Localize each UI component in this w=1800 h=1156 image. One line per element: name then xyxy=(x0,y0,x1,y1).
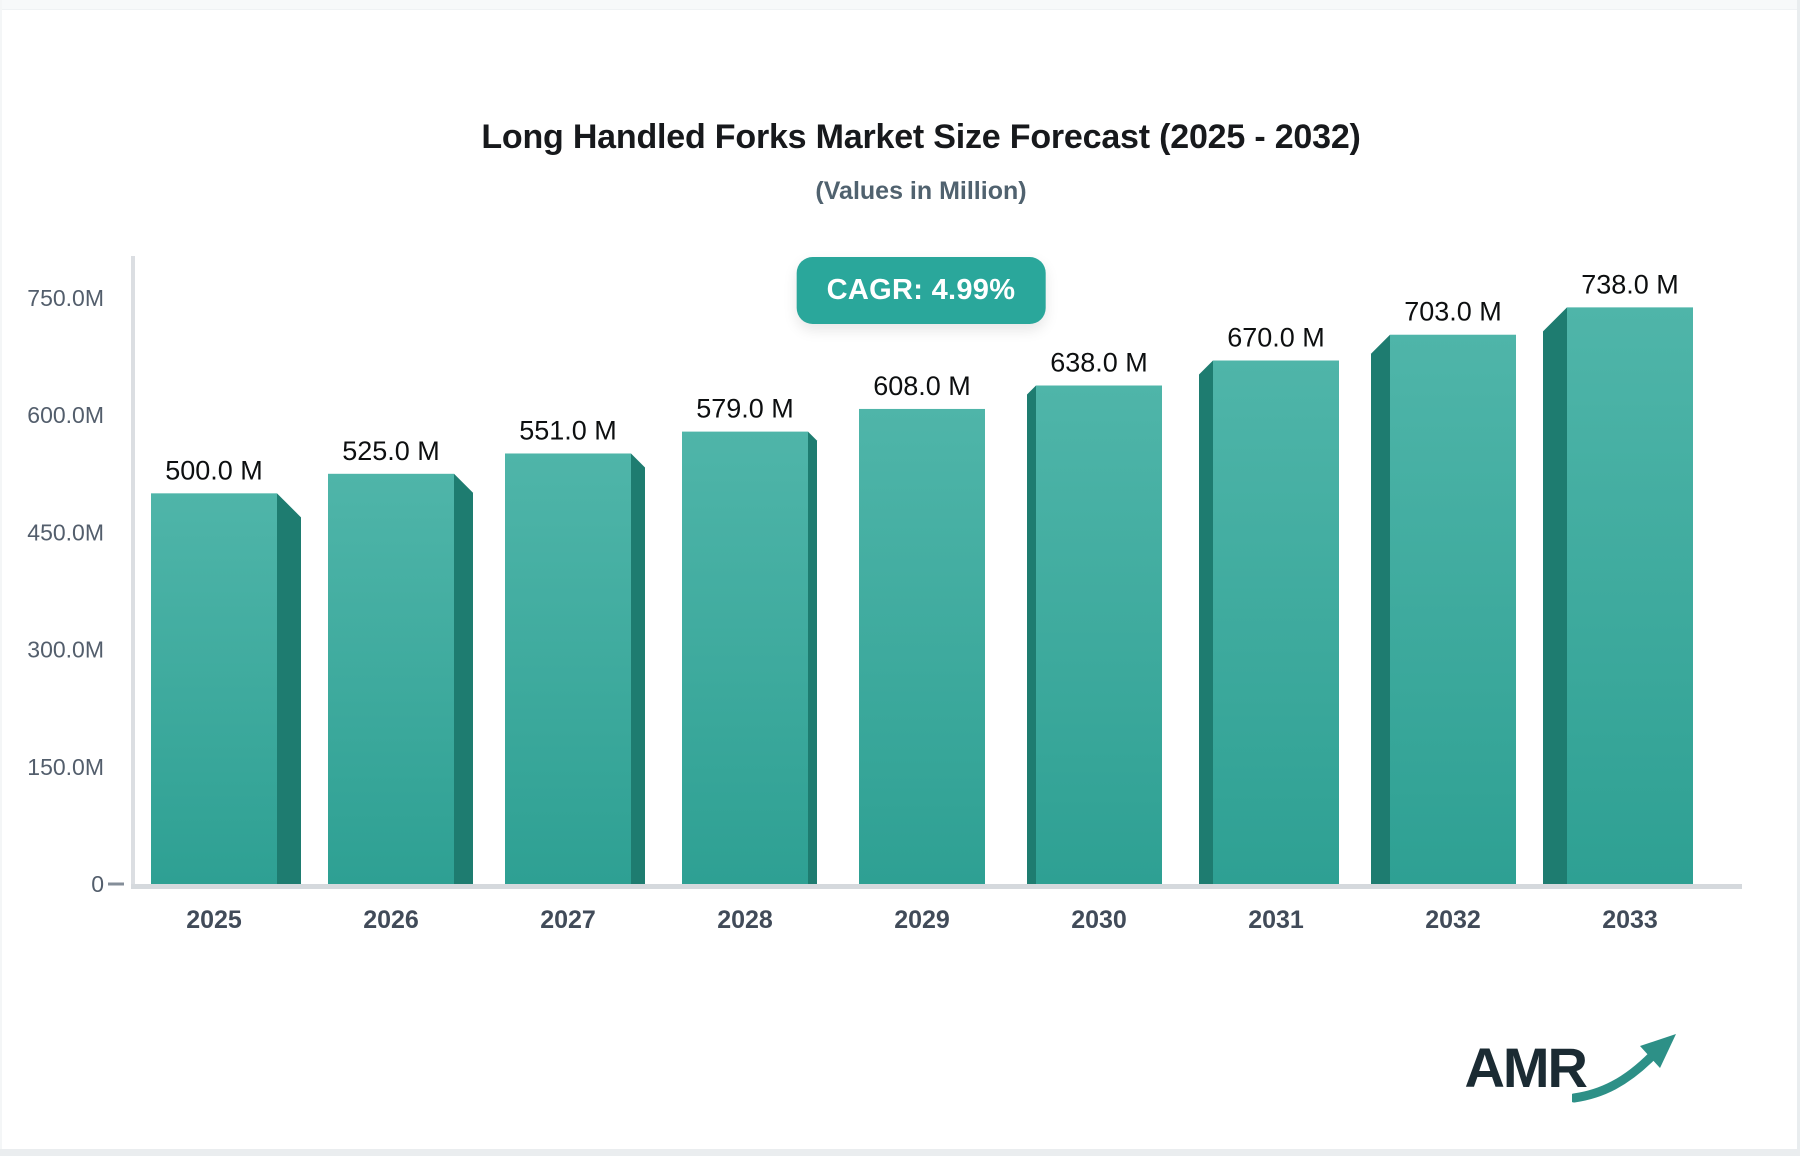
canvas-left-strip xyxy=(0,0,2,1156)
chart-title: Long Handled Forks Market Size Forecast … xyxy=(481,118,1361,156)
x-tick-label: 2025 xyxy=(186,906,242,934)
x-axis-ticks: 2025 2026 2027 2028 2029 2030 2031 2032 2033 xyxy=(186,906,1658,934)
x-tick-label: 2029 xyxy=(894,906,950,934)
y-tick-label: 300.0M xyxy=(27,637,104,663)
bar-side-face xyxy=(808,431,817,884)
bar-front-face xyxy=(1036,385,1162,884)
chart-subtitle: (Values in Million) xyxy=(815,177,1027,205)
bar-group: 500.0 M xyxy=(151,455,301,884)
bar-value-label: 670.0 M xyxy=(1227,323,1325,353)
bar-front-face xyxy=(859,408,985,884)
bar-side-face xyxy=(277,493,301,884)
bar-value-label: 579.0 M xyxy=(696,394,794,424)
y-tick-label: 600.0M xyxy=(27,402,104,428)
bar-front-face xyxy=(328,473,454,884)
y-tick-label: 750.0M xyxy=(27,285,104,311)
bar-front-face xyxy=(1390,334,1516,884)
bar-side-face xyxy=(454,473,473,884)
x-tick-label: 2030 xyxy=(1071,906,1127,934)
bar-group: 670.0 M xyxy=(1199,323,1339,884)
canvas-right-strip xyxy=(1797,0,1800,1156)
x-axis-line xyxy=(131,884,1742,889)
bar-front-face xyxy=(682,431,808,884)
bar-group: 551.0 M xyxy=(505,415,645,884)
bar-front-face xyxy=(1567,307,1693,885)
bar-value-label: 738.0 M xyxy=(1581,269,1679,299)
bar-side-face xyxy=(1199,360,1213,884)
cagr-badge: CAGR: 4.99% xyxy=(796,257,1046,324)
y-tick-label: 450.0M xyxy=(27,519,104,545)
bar-front-face xyxy=(151,493,277,884)
bar-group: 738.0 M xyxy=(1543,269,1693,885)
bar-side-face xyxy=(1027,385,1036,884)
bar-group: 638.0 M xyxy=(1027,348,1162,884)
bar-group: 703.0 M xyxy=(1371,297,1516,884)
x-tick-label: 2028 xyxy=(717,906,773,934)
bar-value-label: 500.0 M xyxy=(165,455,263,485)
bar-value-label: 638.0 M xyxy=(1050,348,1148,378)
brand-logo-text: AMR xyxy=(1464,1036,1588,1099)
bar-side-face xyxy=(631,453,645,884)
y-axis-ticks: 0 150.0M 300.0M 450.0M 600.0M 750.0M xyxy=(27,285,124,897)
growth-arrow-icon xyxy=(1572,1034,1676,1103)
x-tick-label: 2027 xyxy=(540,906,596,934)
bar-value-label: 608.0 M xyxy=(873,371,971,401)
canvas-bottom-strip xyxy=(0,1149,1800,1156)
bar-value-label: 703.0 M xyxy=(1404,297,1502,327)
bar-group: 579.0 M xyxy=(682,394,817,884)
bar-front-face xyxy=(1213,360,1339,884)
bar-group: 608.0 M xyxy=(859,371,985,884)
bar-side-face xyxy=(1371,334,1390,884)
y-tick-label: 0 xyxy=(91,871,104,897)
x-tick-label: 2026 xyxy=(363,906,419,934)
bar-value-label: 525.0 M xyxy=(342,436,440,466)
y-axis-line xyxy=(131,256,135,888)
bars: 500.0 M 525.0 M 551.0 M 579.0 M 608.0 M 638.0… xyxy=(151,269,1693,885)
bar-side-face xyxy=(1543,307,1567,885)
x-tick-label: 2032 xyxy=(1425,906,1481,934)
zero-tick-mark xyxy=(108,882,124,886)
x-tick-label: 2033 xyxy=(1602,906,1658,934)
canvas-top-strip xyxy=(0,0,1800,10)
brand-logo: AMR xyxy=(1464,1034,1684,1106)
bar-group: 525.0 M xyxy=(328,436,473,884)
x-tick-label: 2031 xyxy=(1248,906,1304,934)
bar-front-face xyxy=(505,453,631,884)
y-tick-label: 150.0M xyxy=(27,754,104,780)
bar-value-label: 551.0 M xyxy=(519,415,617,445)
